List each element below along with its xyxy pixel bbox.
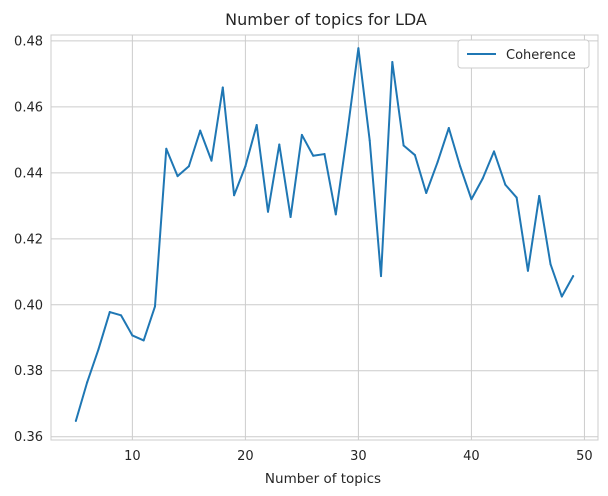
data-point <box>436 161 439 164</box>
data-point <box>278 143 281 146</box>
x-tick-label: 30 <box>350 449 367 464</box>
data-point <box>97 348 100 351</box>
data-point <box>255 124 258 127</box>
y-tick-label: 0.44 <box>14 166 43 181</box>
data-point <box>334 213 337 216</box>
data-point <box>560 295 563 298</box>
data-point <box>266 210 269 213</box>
data-point <box>447 127 450 129</box>
data-point <box>470 198 473 201</box>
data-point <box>572 275 575 278</box>
data-points <box>74 47 575 422</box>
data-point <box>74 419 77 422</box>
data-point <box>380 275 383 278</box>
data-point <box>187 165 190 168</box>
data-point <box>233 194 236 197</box>
data-point <box>300 133 303 136</box>
data-point <box>289 216 292 219</box>
x-tick-label: 20 <box>237 449 254 464</box>
data-point <box>459 165 462 168</box>
data-point <box>413 154 416 157</box>
tick-labels: 10 20 30 40 50 0.36 0.38 0.40 0.42 0.44 0.46 0.48 <box>14 34 593 464</box>
x-tick-label: 10 <box>124 449 141 464</box>
y-tick-label: 0.36 <box>14 430 43 445</box>
data-point <box>357 47 360 50</box>
data-point <box>176 175 179 178</box>
data-point <box>538 194 541 197</box>
y-tick-label: 0.40 <box>14 298 43 313</box>
data-point <box>402 144 405 147</box>
legend-label: Coherence <box>506 48 576 63</box>
data-point <box>153 305 156 308</box>
data-point <box>526 269 529 272</box>
data-point <box>244 165 247 168</box>
data-point <box>142 339 145 342</box>
data-point <box>515 196 518 199</box>
data-point <box>346 133 349 136</box>
data-point <box>391 61 394 64</box>
data-point <box>425 191 428 194</box>
chart-title: Number of topics for LDA <box>225 10 427 29</box>
data-point <box>312 154 315 157</box>
plot-area <box>50 34 599 441</box>
x-tick-label: 40 <box>463 449 480 464</box>
data-point <box>120 314 123 317</box>
y-tick-label: 0.38 <box>14 364 43 379</box>
data-point <box>493 150 496 153</box>
data-point <box>86 381 89 384</box>
legend: Coherence <box>457 39 590 69</box>
y-tick-label: 0.46 <box>14 100 43 115</box>
grid-lines <box>51 35 598 440</box>
data-point <box>481 177 484 180</box>
x-axis-label: Number of topics <box>265 471 381 487</box>
y-tick-label: 0.42 <box>14 232 43 247</box>
data-point <box>165 147 168 150</box>
data-point <box>368 139 371 142</box>
legend-box <box>457 39 590 69</box>
data-point <box>323 153 326 156</box>
x-tick-label: 50 <box>576 449 593 464</box>
data-point <box>199 129 202 132</box>
data-point <box>210 159 213 162</box>
data-point <box>108 311 111 314</box>
data-point <box>131 334 134 337</box>
data-point <box>549 263 552 266</box>
data-point <box>221 86 224 89</box>
y-tick-label: 0.48 <box>14 34 43 49</box>
data-point <box>504 183 507 186</box>
